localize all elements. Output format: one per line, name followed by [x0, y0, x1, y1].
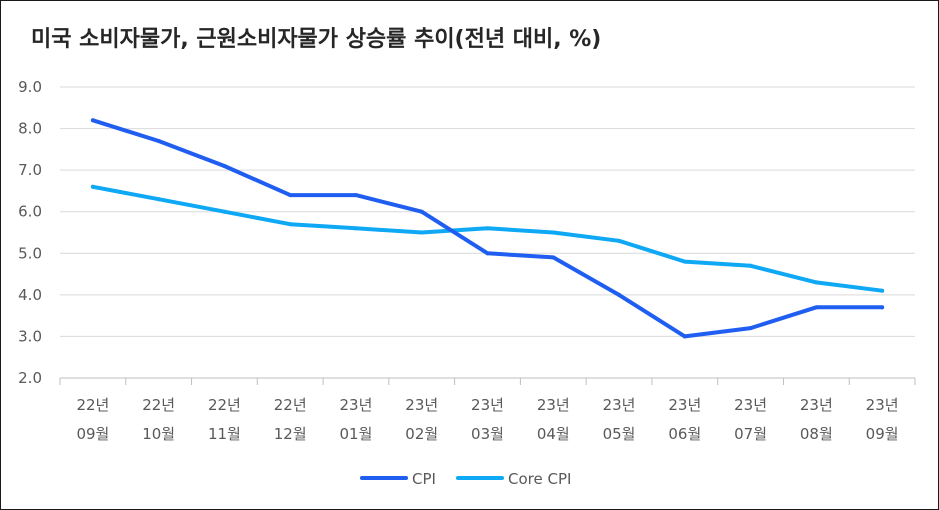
chart-title: 미국 소비자물가, 근원소비자물가 상승률 추이(전년 대비, %) [31, 27, 602, 52]
core-cpi-data-point [880, 288, 885, 293]
x-tick-label-month: 04월 [537, 425, 570, 443]
x-tick-label-month: 01월 [340, 425, 373, 443]
y-tick-label: 3.0 [18, 327, 42, 345]
cpi-data-point [353, 193, 358, 198]
x-tick-label-month: 06월 [668, 425, 701, 443]
cpi-data-point [156, 139, 161, 144]
core-cpi-data-point [156, 197, 161, 202]
x-tick-label-month: 02월 [405, 425, 438, 443]
x-tick-label-year: 23년 [471, 396, 504, 414]
x-tick-label-month: 11월 [208, 425, 241, 443]
x-tick-label-year: 22년 [274, 396, 307, 414]
x-tick-label-month: 09월 [866, 425, 899, 443]
core-cpi-data-point [90, 184, 95, 189]
y-tick-label: 5.0 [18, 244, 42, 262]
cpi-data-point [551, 255, 556, 260]
y-tick-label: 7.0 [18, 161, 42, 179]
x-tick-label-year: 23년 [603, 396, 636, 414]
y-tick-label: 4.0 [18, 286, 42, 304]
x-tick-label-year: 22년 [76, 396, 109, 414]
x-tick-label-year: 23년 [800, 396, 833, 414]
x-tick-label-month: 03월 [471, 425, 504, 443]
x-tick-label-month: 09월 [76, 425, 109, 443]
y-tick-label: 9.0 [18, 78, 42, 96]
cpi-data-point [880, 305, 885, 310]
core-cpi-data-point [419, 230, 424, 235]
x-tick-label-year: 23년 [405, 396, 438, 414]
cpi-data-point [222, 163, 227, 168]
core-cpi-data-point [288, 222, 293, 227]
legend-label-core-cpi: Core CPI [508, 470, 571, 488]
core-cpi-data-point [617, 238, 622, 243]
cpi-data-point [814, 305, 819, 310]
core-cpi-data-point [682, 259, 687, 264]
core-cpi-data-point [353, 226, 358, 231]
y-tick-label: 8.0 [18, 120, 42, 138]
core-cpi-data-point [222, 209, 227, 214]
y-tick-label: 2.0 [18, 369, 42, 387]
x-tick-label-month: 07월 [734, 425, 767, 443]
x-tick-label-month: 08월 [800, 425, 833, 443]
core-cpi-data-point [814, 280, 819, 285]
x-tick-label-year: 23년 [340, 396, 373, 414]
legend-label-cpi: CPI [412, 470, 436, 488]
cpi-data-point [288, 193, 293, 198]
cpi-data-point [748, 326, 753, 331]
core-cpi-data-point [485, 226, 490, 231]
x-tick-label-year: 23년 [668, 396, 701, 414]
x-tick-label-year: 23년 [537, 396, 570, 414]
cpi-data-point [485, 251, 490, 256]
y-tick-label: 6.0 [18, 203, 42, 221]
cpi-data-point [419, 209, 424, 214]
core-cpi-data-point [551, 230, 556, 235]
x-tick-label-year: 23년 [866, 396, 899, 414]
cpi-data-point [682, 334, 687, 339]
core-cpi-series-line [90, 184, 885, 293]
x-tick-label-month: 10월 [142, 425, 175, 443]
x-tick-label-month: 05월 [603, 425, 636, 443]
core-cpi-data-point [748, 263, 753, 268]
x-tick-label-month: 12월 [274, 425, 307, 443]
cpi-data-point [90, 118, 95, 123]
x-tick-label-year: 23년 [734, 396, 767, 414]
cpi-data-point [617, 292, 622, 297]
x-tick-label-year: 22년 [142, 396, 175, 414]
x-tick-label-year: 22년 [208, 396, 241, 414]
